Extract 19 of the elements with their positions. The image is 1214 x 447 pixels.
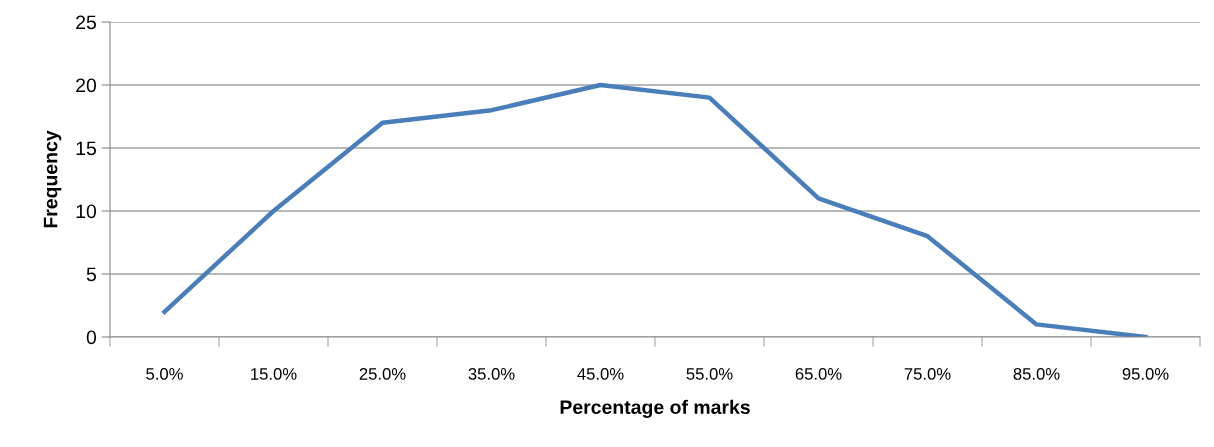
y-tick-label: 25: [76, 15, 96, 30]
x-tick-label: 85.0%: [1013, 368, 1060, 380]
x-tick-label: 35.0%: [468, 368, 515, 380]
x-tick-label: 25.0%: [359, 368, 406, 380]
y-axis-title: Frequency: [43, 130, 62, 228]
x-tick-label: 95.0%: [1122, 368, 1169, 380]
y-tick-label: 15: [76, 141, 96, 156]
y-tick-label: 10: [76, 204, 97, 219]
x-tick-label: 5.0%: [146, 368, 183, 380]
y-tick-label: 5: [86, 267, 96, 282]
x-tick-label: 65.0%: [795, 368, 842, 380]
x-axis-title: Percentage of marks: [560, 399, 750, 418]
x-tick-label: 55.0%: [686, 368, 733, 380]
x-tick-label: 75.0%: [904, 368, 951, 380]
y-tick-label: 20: [76, 78, 97, 93]
x-tick-label: 15.0%: [251, 368, 297, 380]
y-tick-label: 0: [86, 330, 97, 345]
line-series: [162, 82, 1148, 337]
x-tick-label: 45.0%: [577, 368, 624, 380]
